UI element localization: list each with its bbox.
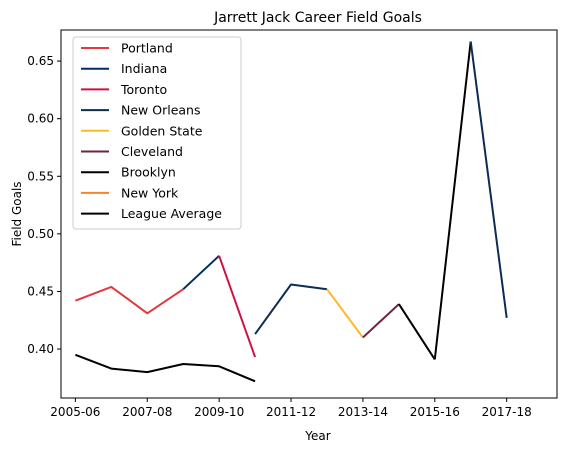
- x-tick-label: 2017-18: [482, 405, 532, 419]
- x-tick-label: 2013-14: [338, 405, 388, 419]
- chart-title: Jarrett Jack Career Field Goals: [213, 10, 422, 26]
- series-line-toronto: [218, 255, 257, 358]
- series-lines: [75, 41, 508, 383]
- y-tick-label: 0.65: [27, 54, 54, 68]
- y-tick-label: 0.40: [27, 342, 54, 356]
- legend-label: Golden State: [121, 123, 203, 138]
- legend: Portland Indiana Toronto New Orleans Golden …: [72, 36, 242, 230]
- legend-label: Toronto: [120, 82, 167, 97]
- series-line-league-average: [75, 353, 256, 383]
- x-tick-label: 2009-10: [194, 405, 244, 419]
- series-line-segment-10: [469, 41, 508, 319]
- legend-label: New Orleans: [121, 103, 200, 118]
- series-line-segment-9: [433, 41, 472, 360]
- series-line-portland: [75, 285, 184, 315]
- x-tick-label: 2011-12: [266, 405, 316, 419]
- y-axis-title: Field Goals: [10, 181, 24, 246]
- legend-label: League Average: [121, 206, 222, 221]
- series-line-brooklyn: [398, 303, 436, 360]
- series-line-cleveland: [362, 303, 400, 339]
- x-tick-label: 2015-16: [410, 405, 460, 419]
- y-tick-label: 0.50: [27, 227, 54, 241]
- y-tick-label: 0.45: [27, 284, 54, 298]
- legend-label: New York: [121, 185, 179, 200]
- legend-label: Brooklyn: [121, 165, 176, 180]
- legend-frame: [72, 36, 242, 230]
- series-line-golden-state: [326, 288, 364, 339]
- series-line-new-orleans: [254, 283, 328, 335]
- legend-label: Indiana: [121, 61, 167, 76]
- plot-frame: [60, 29, 558, 399]
- y-tick-label: 0.55: [27, 169, 54, 183]
- legend-label: Cleveland: [121, 144, 183, 159]
- x-tick-label: 2007-08: [122, 405, 172, 419]
- y-tick-label: 0.60: [27, 112, 54, 126]
- series-line-indiana: [182, 255, 220, 290]
- axis-ticks: 2005-06 2007-08 2009-10 2011-12 2013-14 2015-…: [27, 54, 531, 419]
- x-tick-label: 2005-06: [50, 405, 100, 419]
- legend-label: Portland: [121, 41, 173, 56]
- x-axis-title: Year: [304, 429, 330, 443]
